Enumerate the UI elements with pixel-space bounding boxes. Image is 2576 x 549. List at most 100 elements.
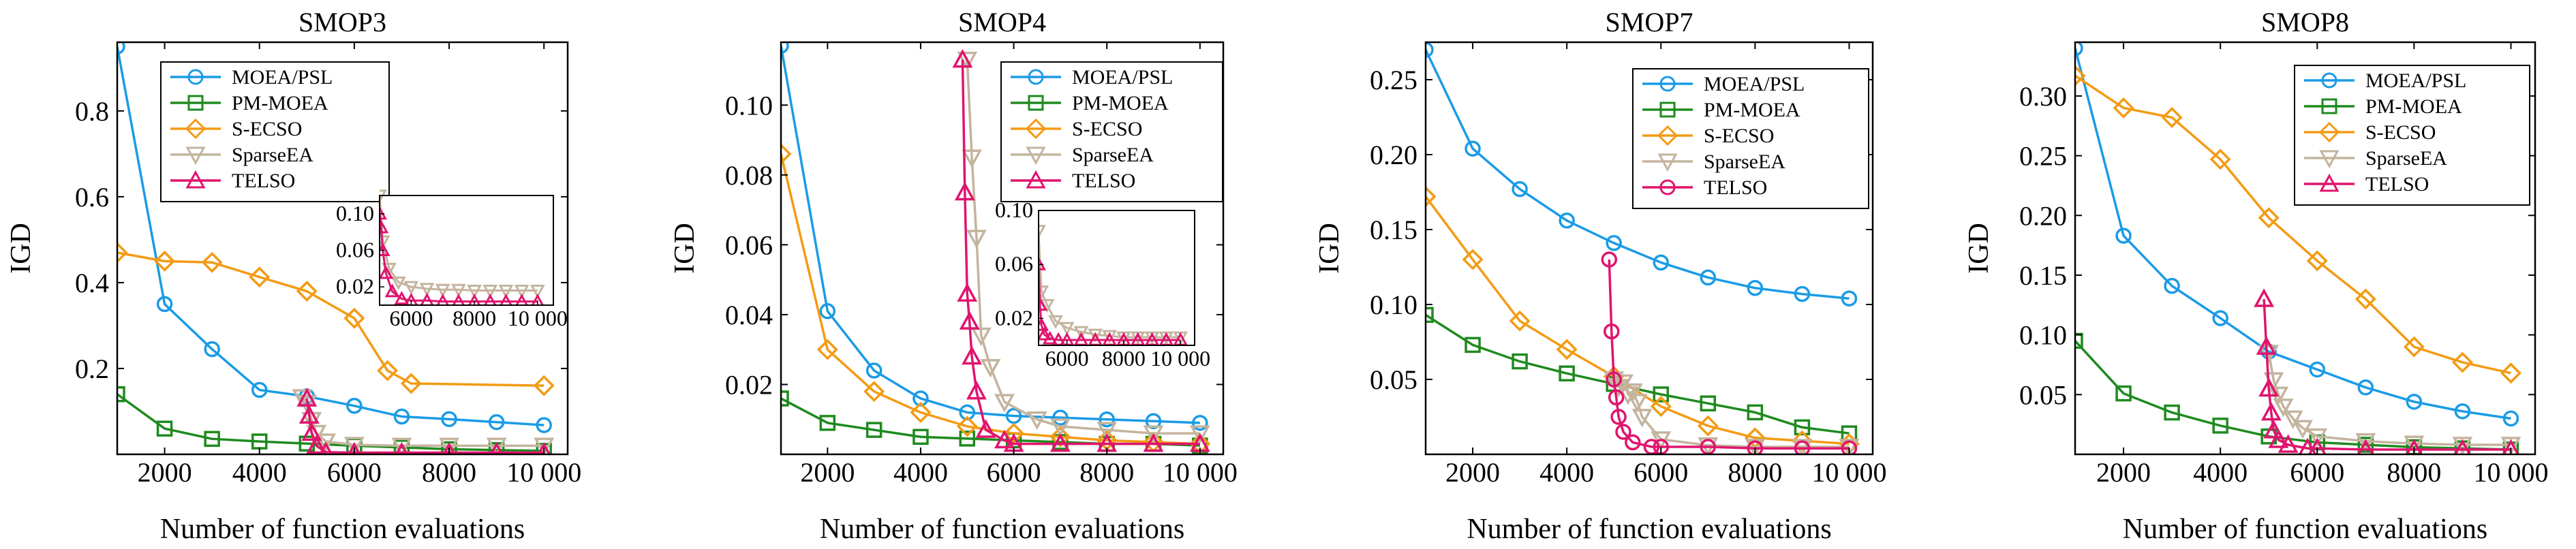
panel-smop4-inset-telso-point-2 (1039, 317, 1049, 331)
panel-smop7-legend-label-sparseea: SparseEA (1704, 151, 1785, 173)
panel-smop7-s-ecso-point-3 (1556, 339, 1578, 360)
panel-smop8-telso-point-2 (2258, 377, 2280, 397)
panel-smop3-xtick-label-3: 8000 (422, 457, 476, 488)
panel-smop3-inset-telso-point-6 (404, 292, 418, 305)
panel-smop3-inset-ytick-label-1: 0.06 (336, 238, 374, 262)
panel-smop8-moea-psl-line (2075, 48, 2511, 420)
panel-smop7-xtick-label-1: 4000 (1539, 457, 1594, 488)
panel-smop3-moea-psl-point-0 (117, 42, 125, 55)
panel-smop3-legend-marker-telso (185, 170, 206, 189)
panel-smop3-inset-sparseea-line (380, 195, 538, 292)
panel-smop8-s-ecso-point-1 (2113, 97, 2134, 119)
panel-smop7-xtick-label-3: 8000 (1728, 457, 1782, 488)
panel-smop3-telso-point-0 (296, 388, 318, 407)
panel-smop8-legend-marker-sparseea (2319, 150, 2340, 169)
panel-smop8-sparseea-line (2267, 352, 2511, 446)
panel-smop3-sparseea-point-8 (486, 437, 507, 454)
panel-smop4-moea-psl-point-1 (819, 303, 836, 319)
panel-smop8-sparseea-point-9 (2452, 437, 2473, 454)
panel-smop8-sparseea-point-3 (2273, 398, 2294, 418)
panel-smop4-telso-point-7 (994, 429, 1015, 449)
panel-smop4-telso-point-0 (952, 48, 973, 68)
panel-smop3-telso-point-4 (318, 441, 333, 454)
panel-smop8-moea-psl-point-5 (2309, 361, 2326, 378)
panel-smop8-legend-label-moea-psl: MOEA/PSL (2365, 69, 2466, 92)
panel-smop4-sparseea-point-10 (1189, 425, 1210, 444)
panel-smop8-telso-point-4 (2263, 420, 2284, 439)
panel-smop3-inset-telso-point-11 (484, 294, 497, 305)
panel-smop4-moea-psl-point-5 (1005, 407, 1022, 424)
panel-smop4-telso-point-6 (975, 419, 996, 438)
panel-smop4: 2000 4000 6000 8000 10 0000.020.040.060.080.… (669, 7, 1238, 545)
panel-smop7: 2000 4000 6000 8000 10 000 0.05 0.10 0.15 0.20 0.… (1314, 7, 1886, 545)
panel-smop4-telso-point-2 (957, 283, 978, 302)
panel-smop4-inset-xtick-label-1: 8000 (1102, 346, 1146, 371)
panel-smop8-sparseea-point-5 (2293, 420, 2313, 439)
panel-smop4-sparseea-point-4 (980, 359, 1001, 378)
panel-smop8-axes-frame (2074, 41, 2536, 456)
panel-smop8-moea-psl-point-3 (2212, 310, 2228, 326)
panel-smop3-sparseea-point-0 (292, 389, 313, 408)
panel-smop3-inset-telso-point-5 (394, 291, 410, 305)
panel-smop7-series (1426, 42, 1860, 454)
panel-smop8-legend-marker-telso (2319, 173, 2340, 192)
panel-smop3-xtick-label-0: 2000 (138, 457, 192, 488)
panel-smop8-ytick-label-3: 0.20 (2019, 200, 2067, 231)
panel-smop3-pm-moea-point-2 (204, 430, 220, 448)
panel-smop4-title: SMOP4 (958, 7, 1046, 37)
panel-smop7-moea-psl-point-0 (1426, 42, 1434, 58)
panel-smop7-moea-psl-point-2 (1512, 181, 1528, 198)
panel-smop7-sparseea-point-4 (1622, 383, 1643, 403)
panel-smop7-title: SMOP7 (1606, 7, 1693, 37)
panel-smop4-inset-sparseea-point-0 (1039, 225, 1046, 239)
panel-smop8-telso-point-8 (2307, 437, 2327, 454)
panel-smop3-sparseea-point-1 (296, 394, 318, 414)
panel-smop4-s-ecso-point-0 (781, 143, 792, 165)
panel-smop8-sparseea-point-7 (2355, 433, 2376, 452)
panel-smop3-moea-psl-point-8 (488, 413, 505, 430)
panel-smop8-sparseea-point-6 (2307, 428, 2328, 448)
panel-smop4-ytick-label-1: 0.04 (725, 300, 773, 330)
panel-smop7-y-axis-label: IGD (1314, 223, 1345, 274)
panel-smop4-s-ecso-point-6 (1049, 426, 1071, 448)
panel-smop4-xtick-label-0: 2000 (800, 457, 855, 488)
panel-smop7-legend-marker-s-ecso (1657, 125, 1678, 146)
panel-smop7-legend-marker-sparseea (1657, 153, 1678, 172)
panel-smop8-xtick-label-2: 6000 (2290, 457, 2344, 488)
panel-smop7-x-axis-label: Number of function evaluations (1467, 514, 1831, 545)
panel-smop4-pm-moea-point-1 (819, 415, 836, 431)
panel-smop7-legend-marker-telso (1659, 179, 1676, 195)
panel-smop7-sparseea-point-5 (1627, 394, 1648, 413)
panel-smop3-inset-telso-point-14 (531, 294, 545, 305)
panel-smop4-x-axis-label: Number of function evaluations (820, 514, 1184, 545)
panel-smop3-inset-sparseea-point-3 (390, 276, 406, 290)
panel-smop4-telso-point-1 (954, 181, 975, 201)
panel-smop4-moea-psl-point-3 (913, 390, 929, 407)
panel-smop3-inset-sparseea-point-12 (530, 285, 545, 299)
panel-smop4-moea-psl-line (781, 45, 1200, 424)
panel-smop8-legend-label-sparseea: SparseEA (2365, 147, 2447, 170)
panel-smop7-xtick-label-2: 6000 (1634, 457, 1688, 488)
panel-smop4-sparseea-point-8 (1097, 422, 1118, 441)
panel-smop7-telso-point-5 (1615, 424, 1631, 440)
panel-smop3-telso-point-8 (489, 441, 504, 454)
panel-smop3-pm-moea-point-4 (298, 435, 316, 452)
panel-smop3-s-ecso-point-8 (533, 375, 555, 396)
panel-smop7-xtick-label-0: 2000 (1445, 457, 1500, 488)
panel-smop8-s-ecso-line (2075, 74, 2511, 375)
panel-smop7-legend: MOEA/PSL PM-MOEA S-ECSO SparseEA TELSO (1632, 68, 1869, 209)
panel-smop7-telso-point-4 (1610, 409, 1627, 425)
panel-smop3-s-ecso-point-0 (117, 242, 128, 264)
panel-smop3-inset-sparseea-point-6 (435, 283, 450, 298)
panel-smop8-legend-marker-pm-moea (2321, 98, 2337, 114)
panel-smop3-ytick-label-2: 0.6 (75, 182, 109, 213)
panel-smop8-telso-point-6 (2278, 434, 2299, 453)
panel-smop3-pm-moea-point-1 (156, 420, 173, 437)
panel-smop8-x-axis-label: Number of function evaluations (2123, 514, 2487, 545)
panel-smop4-pm-moea-point-0 (781, 390, 789, 407)
panel-smop8-xtick-label-1: 4000 (2193, 457, 2248, 488)
panel-smop7-axes-frame (1424, 41, 1874, 456)
panel-smop4-ytick-label-3: 0.08 (725, 160, 773, 191)
panel-smop8-series (2075, 42, 2521, 454)
